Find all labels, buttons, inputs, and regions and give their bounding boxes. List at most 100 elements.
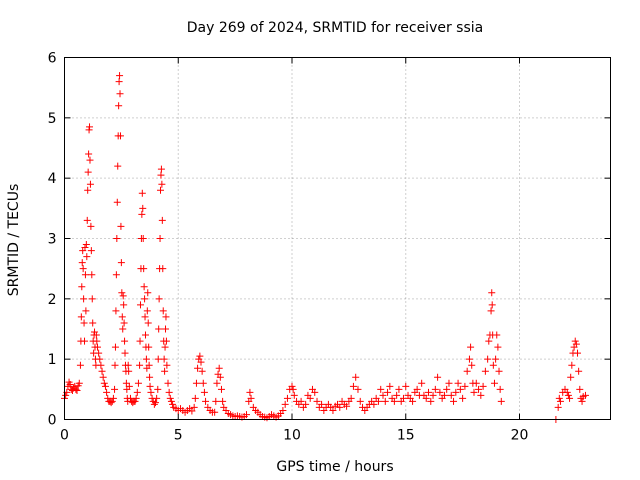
data-point-marker [216, 373, 224, 381]
data-point-marker [125, 382, 133, 390]
data-point-marker [575, 367, 583, 375]
data-point-marker [155, 295, 163, 303]
data-point-marker [118, 289, 126, 297]
data-point-marker [199, 379, 207, 387]
data-point-marker [352, 373, 360, 381]
data-point-marker [101, 382, 109, 390]
data-point-marker [166, 394, 174, 402]
data-point-marker [96, 355, 104, 363]
data-point-marker [112, 271, 120, 279]
data-point-marker [87, 247, 95, 255]
data-point-marker [243, 411, 250, 419]
data-point-marker [80, 295, 88, 303]
data-point-marker [215, 364, 223, 372]
data-point-marker [89, 319, 97, 327]
data-point-marker [167, 397, 175, 405]
data-point-marker [78, 259, 86, 267]
data-point-marker [347, 394, 355, 402]
data-point-marker [279, 406, 287, 414]
data-point-marker [198, 367, 206, 375]
data-point-marker [145, 343, 153, 351]
data-point-marker [87, 222, 95, 230]
data-point-marker [138, 189, 146, 197]
data-point-marker [95, 349, 103, 357]
data-point-marker [142, 355, 150, 363]
data-point-marker [98, 367, 106, 375]
data-point-marker [212, 397, 220, 405]
data-point-marker [93, 343, 101, 351]
data-point-marker [213, 379, 221, 387]
data-point-marker [71, 382, 79, 390]
data-point-marker [124, 361, 132, 369]
data-point-marker [318, 400, 326, 408]
data-point-marker [447, 391, 455, 399]
data-point-marker [470, 388, 478, 396]
data-point-marker [117, 222, 125, 230]
data-point-marker [459, 394, 467, 402]
data-point-marker [116, 132, 124, 140]
data-point-marker [463, 367, 471, 375]
data-point-marker [581, 391, 589, 399]
y-tick-label: 3 [48, 232, 57, 248]
data-point-marker [297, 397, 305, 405]
data-point-marker [479, 382, 487, 390]
y-tick-label: 1 [48, 352, 57, 368]
data-point-marker [140, 265, 148, 273]
data-point-marker [472, 379, 480, 387]
data-point-marker [141, 313, 149, 321]
y-tick-label: 2 [48, 292, 57, 308]
data-point-marker [477, 391, 485, 399]
data-point-marker [169, 400, 177, 408]
data-point-marker [139, 204, 147, 212]
data-point-marker [306, 394, 314, 402]
data-point-marker [418, 379, 426, 387]
data-point-marker [247, 394, 255, 402]
data-point-marker [81, 337, 89, 345]
data-point-marker [111, 343, 119, 351]
data-point-marker [84, 168, 92, 176]
data-point-marker [152, 399, 159, 407]
data-point-marker [354, 385, 362, 393]
data-point-marker [97, 361, 105, 369]
y-tick-label: 5 [48, 111, 57, 127]
data-point-marker [445, 379, 453, 387]
data-point-marker [194, 364, 202, 372]
data-point-marker [157, 186, 165, 194]
data-point-marker [141, 295, 149, 303]
data-point-marker [567, 373, 575, 381]
data-point-marker [86, 156, 94, 164]
data-point-marker [116, 90, 124, 98]
data-point-marker [115, 78, 123, 86]
data-point-marker [155, 325, 163, 333]
data-point-marker [489, 361, 497, 369]
data-point-marker [119, 325, 127, 333]
data-point-marker [114, 162, 122, 170]
data-point-marker [192, 379, 200, 387]
axis-ticks: 0 5 10 15 20 0 1 2 3 4 5 6 [48, 51, 611, 444]
data-point-marker [429, 391, 437, 399]
data-point-marker [121, 337, 129, 345]
data-point-marker [484, 355, 492, 363]
data-point-marker [443, 385, 451, 393]
data-point-marker [159, 265, 167, 273]
data-point-marker [456, 385, 464, 393]
data-point-marker [440, 391, 448, 399]
data-point-marker [370, 400, 378, 408]
data-point-marker [487, 307, 495, 315]
data-point-marker [465, 355, 473, 363]
data-point-marker [356, 397, 364, 405]
data-point-marker [160, 355, 168, 363]
x-tick-label: 5 [174, 428, 183, 444]
data-point-marker [165, 388, 173, 396]
data-point-marker [564, 391, 572, 399]
data-point-marker [113, 198, 121, 206]
data-point-marker [563, 388, 571, 396]
data-point-marker [568, 361, 576, 369]
data-point-marker [88, 295, 96, 303]
data-point-marker [85, 150, 93, 158]
data-point-marker [143, 307, 151, 315]
data-point-marker [154, 355, 162, 363]
data-point-marker [83, 216, 91, 224]
data-point-marker [461, 382, 469, 390]
data-point-marker [78, 283, 86, 291]
